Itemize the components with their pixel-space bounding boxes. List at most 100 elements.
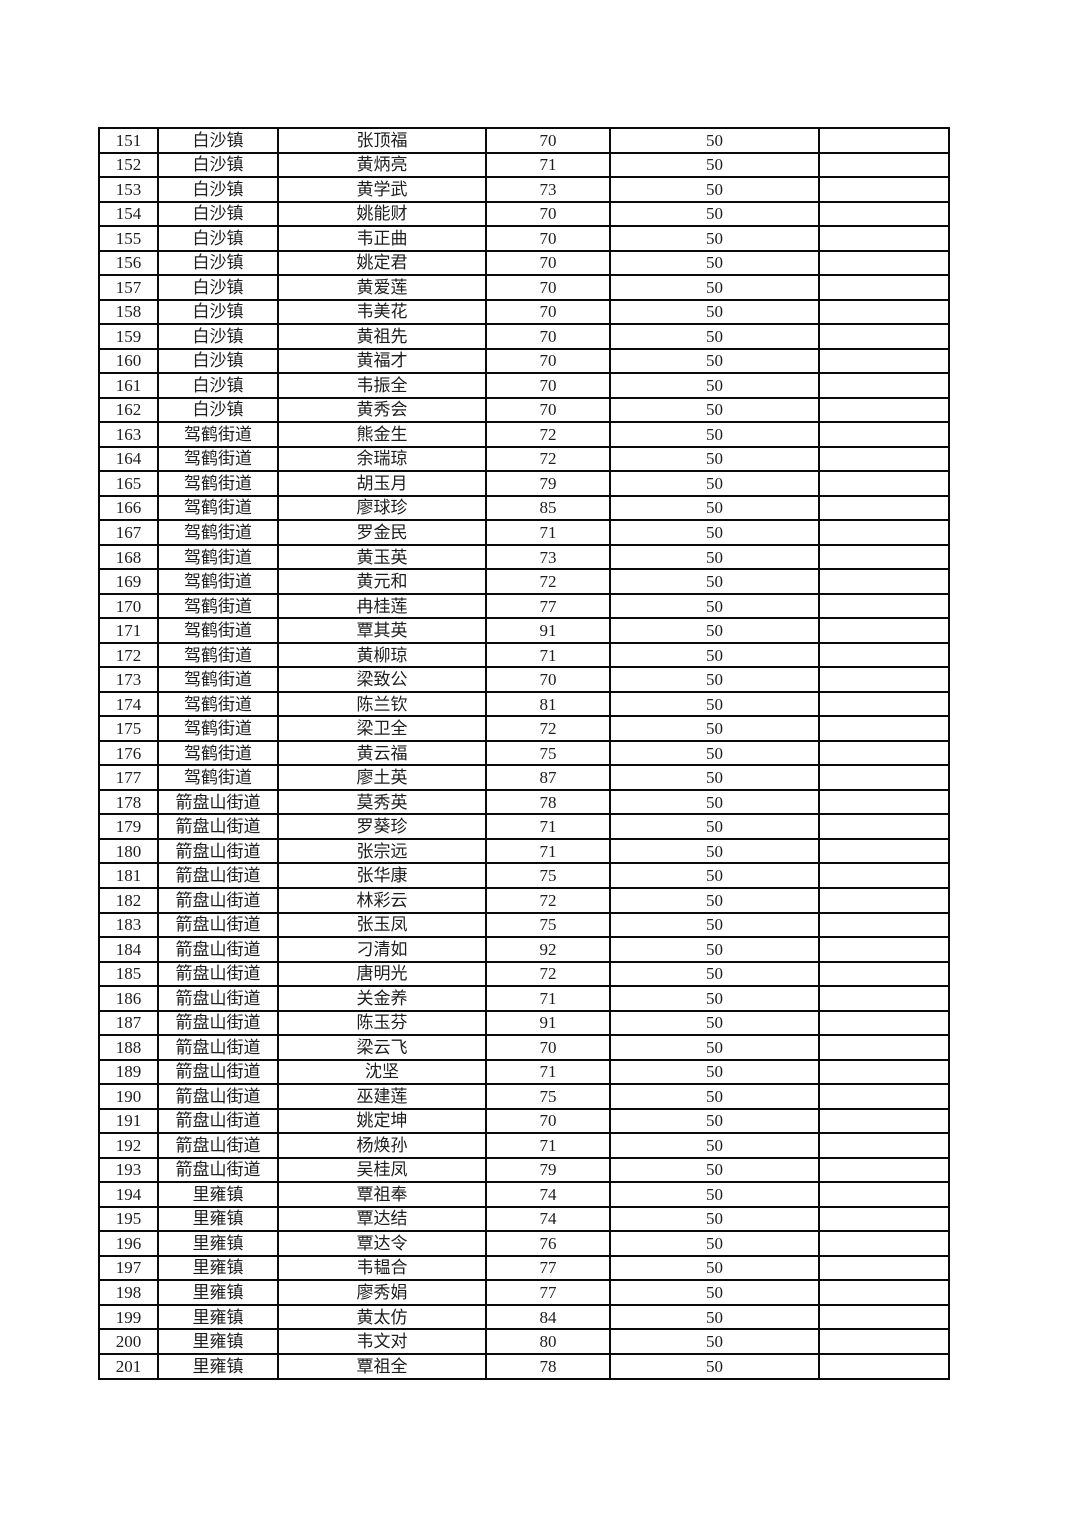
table-row: 172 驾鹤街道 黄柳琼 71 50 xyxy=(98,641,950,669)
blank-cell xyxy=(818,862,950,889)
row-number-cell: 200 xyxy=(98,1328,159,1355)
blank-cell xyxy=(818,1132,950,1159)
amount-cell: 50 xyxy=(609,690,820,718)
table-row: 157 白沙镇 黄爱莲 70 50 xyxy=(98,274,950,301)
town-cell: 里雍镇 xyxy=(157,1205,279,1233)
person-name-cell: 覃达令 xyxy=(277,1230,487,1257)
blank-cell xyxy=(818,911,950,938)
age-cell: 77 xyxy=(485,1254,611,1282)
person-name-cell: 覃达结 xyxy=(277,1205,487,1233)
person-name-cell: 韦振全 xyxy=(277,372,487,399)
table-row: 197 里雍镇 韦韫合 77 50 xyxy=(98,1254,950,1282)
town-cell: 驾鹤街道 xyxy=(157,421,279,448)
row-number-cell: 180 xyxy=(98,837,159,865)
table-row: 152 白沙镇 黄炳亮 71 50 xyxy=(98,151,950,179)
age-cell: 79 xyxy=(485,470,611,497)
amount-cell: 50 xyxy=(609,323,820,350)
age-cell: 72 xyxy=(485,421,611,448)
amount-cell: 50 xyxy=(609,1254,820,1282)
town-cell: 箭盘山街道 xyxy=(157,985,279,1012)
town-cell: 白沙镇 xyxy=(157,396,279,424)
person-name-cell: 梁卫全 xyxy=(277,715,487,742)
table-row: 167 驾鹤街道 罗金民 71 50 xyxy=(98,519,950,546)
town-cell: 白沙镇 xyxy=(157,127,279,154)
amount-cell: 50 xyxy=(609,1009,820,1037)
town-cell: 白沙镇 xyxy=(157,274,279,301)
row-number-cell: 162 xyxy=(98,396,159,424)
amount-cell: 50 xyxy=(609,151,820,179)
age-cell: 70 xyxy=(485,323,611,350)
blank-cell xyxy=(818,936,950,963)
person-name-cell: 张宗远 xyxy=(277,837,487,865)
town-cell: 里雍镇 xyxy=(157,1352,279,1381)
town-cell: 驾鹤街道 xyxy=(157,568,279,595)
table-row: 159 白沙镇 黄祖先 70 50 xyxy=(98,323,950,350)
amount-cell: 50 xyxy=(609,519,820,546)
person-name-cell: 黄学武 xyxy=(277,176,487,203)
blank-cell xyxy=(818,1034,950,1061)
town-cell: 里雍镇 xyxy=(157,1254,279,1282)
town-cell: 白沙镇 xyxy=(157,298,279,326)
person-name-cell: 沈坚 xyxy=(277,1058,487,1086)
person-name-cell: 张华康 xyxy=(277,862,487,889)
table-row: 180 箭盘山街道 张宗远 71 50 xyxy=(98,837,950,865)
amount-cell: 50 xyxy=(609,127,820,154)
person-name-cell: 张玉凤 xyxy=(277,911,487,938)
amount-cell: 50 xyxy=(609,1034,820,1061)
table-row: 201 里雍镇 覃祖全 78 50 xyxy=(98,1352,950,1381)
blank-cell xyxy=(818,690,950,718)
age-cell: 71 xyxy=(485,1132,611,1159)
age-cell: 70 xyxy=(485,1034,611,1061)
age-cell: 73 xyxy=(485,176,611,203)
age-cell: 87 xyxy=(485,764,611,791)
table-row: 193 箭盘山街道 吴桂凤 79 50 xyxy=(98,1156,950,1184)
age-cell: 78 xyxy=(485,1352,611,1381)
row-number-cell: 157 xyxy=(98,274,159,301)
row-number-cell: 190 xyxy=(98,1083,159,1110)
blank-cell xyxy=(818,1058,950,1086)
table-row: 182 箭盘山街道 林彩云 72 50 xyxy=(98,887,950,914)
table-row: 151 白沙镇 张顶福 70 50 xyxy=(98,127,950,154)
person-name-cell: 冉桂莲 xyxy=(277,592,487,620)
age-cell: 92 xyxy=(485,936,611,963)
person-name-cell: 吴桂凤 xyxy=(277,1156,487,1184)
row-number-cell: 169 xyxy=(98,568,159,595)
blank-cell xyxy=(818,837,950,865)
blank-cell xyxy=(818,470,950,497)
blank-cell xyxy=(818,225,950,252)
blank-cell xyxy=(818,1279,950,1306)
person-name-cell: 廖球珍 xyxy=(277,494,487,522)
blank-cell xyxy=(818,764,950,791)
table-row: 200 里雍镇 韦文对 80 50 xyxy=(98,1328,950,1355)
town-cell: 驾鹤街道 xyxy=(157,543,279,571)
table-row: 161 白沙镇 韦振全 70 50 xyxy=(98,372,950,399)
age-cell: 84 xyxy=(485,1303,611,1331)
amount-cell: 50 xyxy=(609,494,820,522)
town-cell: 驾鹤街道 xyxy=(157,690,279,718)
amount-cell: 50 xyxy=(609,641,820,669)
blank-cell xyxy=(818,1328,950,1355)
row-number-cell: 167 xyxy=(98,519,159,546)
town-cell: 箭盘山街道 xyxy=(157,1107,279,1135)
amount-cell: 50 xyxy=(609,470,820,497)
table-row: 170 驾鹤街道 冉桂莲 77 50 xyxy=(98,592,950,620)
person-name-cell: 梁云飞 xyxy=(277,1034,487,1061)
row-number-cell: 161 xyxy=(98,372,159,399)
amount-cell: 50 xyxy=(609,985,820,1012)
person-name-cell: 韦美花 xyxy=(277,298,487,326)
row-number-cell: 176 xyxy=(98,739,159,767)
table-row: 189 箭盘山街道 沈坚 71 50 xyxy=(98,1058,950,1086)
row-number-cell: 179 xyxy=(98,813,159,840)
age-cell: 78 xyxy=(485,788,611,816)
town-cell: 箭盘山街道 xyxy=(157,911,279,938)
person-name-cell: 黄爱莲 xyxy=(277,274,487,301)
age-cell: 72 xyxy=(485,445,611,473)
table-row: 186 箭盘山街道 关金养 71 50 xyxy=(98,985,950,1012)
town-cell: 驾鹤街道 xyxy=(157,470,279,497)
table-row: 185 箭盘山街道 唐明光 72 50 xyxy=(98,960,950,988)
row-number-cell: 164 xyxy=(98,445,159,473)
age-cell: 72 xyxy=(485,960,611,988)
age-cell: 74 xyxy=(485,1181,611,1208)
amount-cell: 50 xyxy=(609,936,820,963)
blank-cell xyxy=(818,274,950,301)
